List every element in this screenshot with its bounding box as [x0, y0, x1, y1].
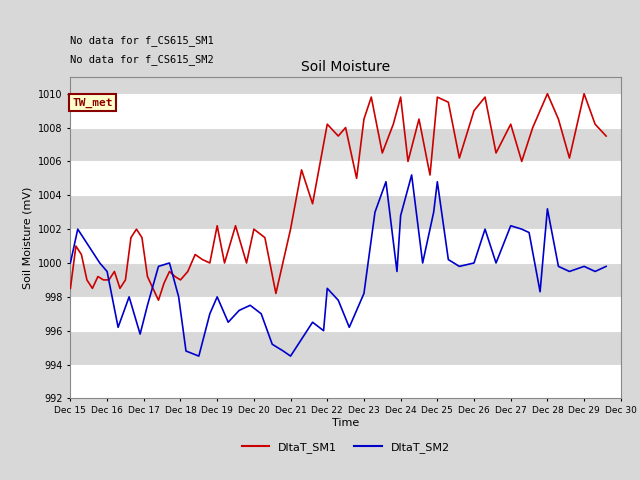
Bar: [70, 94, 621, 128]
X-axis label: Time: Time: [332, 418, 359, 428]
Bar: [70, 229, 621, 263]
Bar: [70, 364, 621, 398]
Text: No data for f_CS615_SM2: No data for f_CS615_SM2: [70, 54, 214, 65]
Bar: [70, 161, 621, 195]
Title: Soil Moisture: Soil Moisture: [301, 60, 390, 74]
Text: TW_met: TW_met: [72, 97, 113, 108]
Y-axis label: Soil Moisture (mV): Soil Moisture (mV): [22, 186, 33, 289]
Text: No data for f_CS615_SM1: No data for f_CS615_SM1: [70, 35, 214, 46]
Legend: DltaT_SM1, DltaT_SM2: DltaT_SM1, DltaT_SM2: [237, 437, 454, 457]
Bar: [70, 297, 621, 331]
